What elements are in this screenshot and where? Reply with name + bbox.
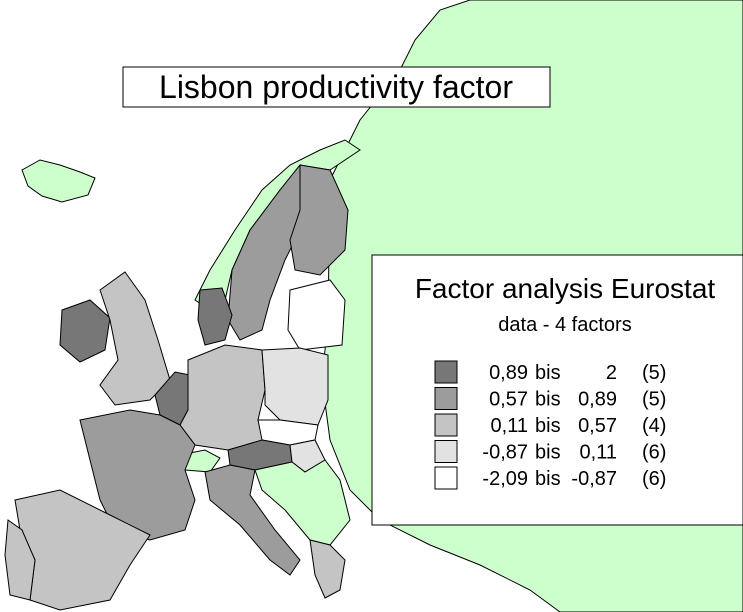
legend-to: 0,11 (580, 442, 617, 464)
legend-bis: bis (535, 468, 561, 490)
legend-title: Factor analysis Eurostat (415, 273, 716, 304)
legend-bis: bis (535, 389, 561, 411)
legend-box (371, 254, 743, 526)
legend-bis: bis (535, 415, 561, 437)
legend-count: (5) (642, 362, 666, 384)
legend-from: -0,87 (482, 442, 528, 464)
ireland (59, 299, 111, 363)
legend-swatch (434, 387, 458, 410)
uk (99, 271, 171, 406)
legend-from: 0,89 (489, 362, 528, 384)
legend-swatch (434, 466, 458, 490)
poland (261, 347, 329, 426)
legend-swatch (434, 360, 458, 384)
legend-from: 0,11 (491, 415, 528, 437)
legend-count: (6) (642, 468, 666, 490)
legend-swatch (434, 440, 458, 463)
legend-to: -0,87 (571, 468, 617, 490)
legend-from: -2,09 (482, 468, 528, 490)
map-title: Lisbon productivity factor (159, 69, 513, 105)
legend-bis: bis (535, 362, 561, 384)
portugal (4, 519, 36, 601)
iceland (21, 159, 96, 203)
legend-count: (4) (642, 415, 666, 437)
title-box (122, 66, 551, 108)
balkans (254, 459, 351, 546)
legend-bis: bis (535, 442, 561, 464)
denmark (197, 287, 233, 346)
legend-to: 0,89 (578, 389, 617, 411)
italy (204, 464, 301, 576)
legend-subtitle: data - 4 factors (498, 314, 631, 336)
finland (289, 164, 349, 276)
legend-count: (5) (642, 389, 666, 411)
greece (309, 539, 346, 599)
germany (179, 344, 266, 451)
legend-to: 2 (606, 362, 617, 384)
legend-rows: 0,89 bis 2 (5) 0,57 bis 0,89 (5) 0,11 bis 0,57 (4) -… (434, 360, 666, 490)
legend-to: 0,57 (578, 415, 617, 437)
legend-from: 0,57 (489, 389, 528, 411)
legend-swatch (434, 413, 458, 437)
baltics (287, 279, 346, 351)
france (79, 409, 196, 541)
legend-count: (6) (642, 442, 666, 464)
